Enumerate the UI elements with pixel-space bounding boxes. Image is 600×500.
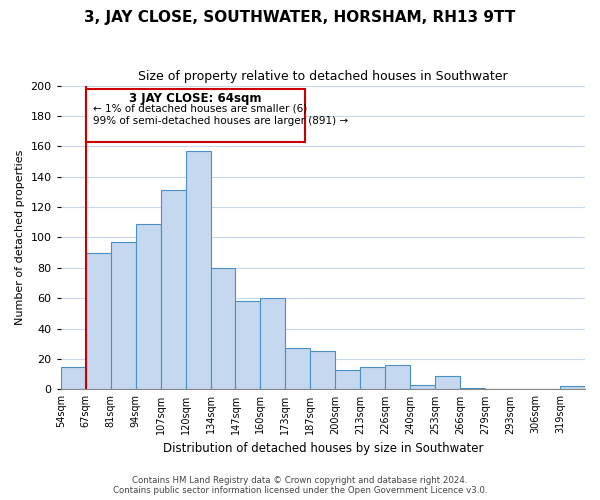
- Title: Size of property relative to detached houses in Southwater: Size of property relative to detached ho…: [138, 70, 508, 83]
- Text: 3, JAY CLOSE, SOUTHWATER, HORSHAM, RH13 9TT: 3, JAY CLOSE, SOUTHWATER, HORSHAM, RH13 …: [85, 10, 515, 25]
- Bar: [361, 366, 385, 390]
- Bar: [260, 298, 286, 390]
- Text: 3 JAY CLOSE: 64sqm: 3 JAY CLOSE: 64sqm: [129, 92, 262, 104]
- X-axis label: Distribution of detached houses by size in Southwater: Distribution of detached houses by size …: [163, 442, 483, 455]
- Bar: [185, 151, 211, 390]
- Bar: [310, 352, 335, 390]
- Text: Contains HM Land Registry data © Crown copyright and database right 2024.
Contai: Contains HM Land Registry data © Crown c…: [113, 476, 487, 495]
- Bar: [385, 365, 410, 390]
- Bar: [410, 385, 435, 390]
- Bar: [161, 190, 185, 390]
- Text: ← 1% of detached houses are smaller (6): ← 1% of detached houses are smaller (6): [93, 104, 307, 114]
- Bar: [136, 224, 161, 390]
- Bar: [435, 376, 460, 390]
- Y-axis label: Number of detached properties: Number of detached properties: [15, 150, 25, 325]
- Bar: [460, 388, 485, 390]
- Text: 99% of semi-detached houses are larger (891) →: 99% of semi-detached houses are larger (…: [93, 116, 348, 126]
- Bar: [335, 370, 361, 390]
- FancyBboxPatch shape: [86, 88, 305, 142]
- Bar: [211, 268, 235, 390]
- Bar: [286, 348, 310, 390]
- Bar: [61, 366, 86, 390]
- Bar: [110, 242, 136, 390]
- Bar: [86, 252, 110, 390]
- Bar: [235, 302, 260, 390]
- Bar: [560, 386, 585, 390]
